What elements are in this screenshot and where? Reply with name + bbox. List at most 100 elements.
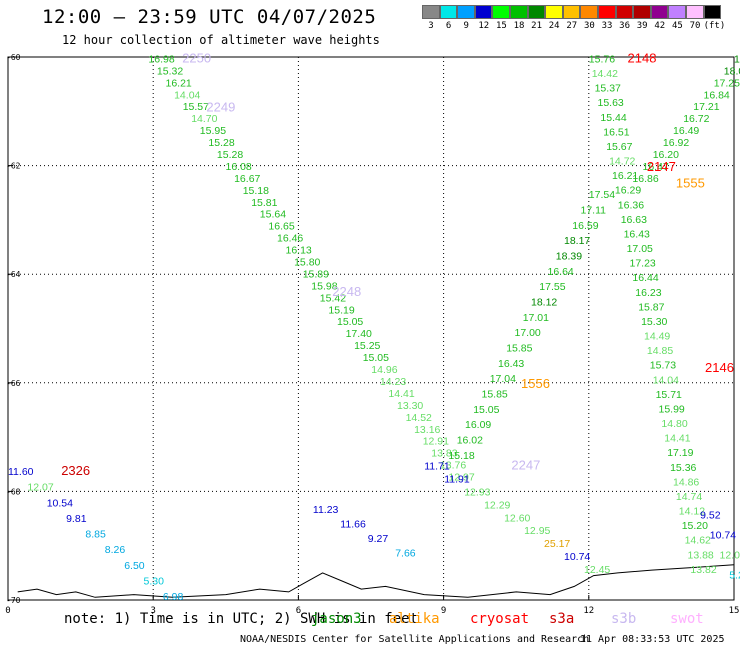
swh-value: 16.63 — [621, 214, 647, 226]
swh-value: 9.81 — [66, 513, 87, 525]
swh-value: 15.32 — [157, 65, 183, 77]
swh-value: 16.98 — [148, 53, 174, 65]
swh-value: 11.23 — [313, 504, 339, 516]
swh-value: 11.60 — [8, 466, 34, 478]
colorbar-label: 21 — [531, 21, 543, 31]
swh-value: 18.0 — [724, 65, 740, 77]
colorbar-label: 6 — [445, 21, 452, 31]
swh-value: 16.65 — [268, 221, 294, 233]
wave-height-colorbar — [422, 5, 722, 19]
swh-value: 15.73 — [650, 360, 676, 372]
colorbar-label: 15 — [495, 21, 507, 31]
y-tick-label: -62 — [6, 162, 21, 171]
legend-swot: swot — [670, 611, 704, 627]
swh-value: 15.19 — [328, 304, 354, 316]
y-tick-label: -68 — [6, 487, 21, 496]
swh-value: 15.99 — [659, 403, 685, 415]
swh-value: 15.87 — [638, 301, 664, 313]
swh-value: 14.80 — [661, 418, 687, 430]
coastline — [17, 564, 735, 598]
legend-s3b: s3b — [611, 611, 637, 627]
swh-value: 18.17 — [564, 235, 590, 247]
track-id-label: 1555 — [676, 175, 705, 190]
swh-value: 14.12 — [679, 506, 705, 518]
swh-value: 15.63 — [598, 97, 624, 109]
colorbar-label: 18 — [513, 21, 525, 31]
colorbar-label: 36 — [619, 21, 631, 31]
swh-value: 16.84 — [704, 89, 730, 101]
colorbar-swatch — [562, 5, 581, 19]
swh-value: 17.54 — [589, 189, 615, 201]
swh-value: 15.18 — [448, 450, 474, 462]
swh-value: 12.93 — [464, 487, 490, 499]
chart-subtitle: 12 hour collection of altimeter wave hei… — [62, 33, 380, 47]
swh-value: 14.41 — [664, 433, 690, 445]
swh-value: 16.09 — [465, 419, 491, 431]
colorbar-label: 24 — [548, 21, 560, 31]
legend-altika: altika — [389, 611, 440, 627]
swh-value: 16.29 — [615, 185, 641, 197]
track-id-label: 2147 — [647, 159, 676, 174]
colorbar-swatch — [703, 5, 722, 19]
swh-value: 18.12 — [531, 297, 557, 309]
colorbar-label: 9 — [463, 21, 469, 31]
colorbar-swatch — [633, 5, 651, 19]
footer-note: note: 1) Time is in UTC; 2) SWH is in fe… — [64, 611, 419, 627]
footer-date: 11 Apr 08:33:53 UTC 2025 — [580, 634, 725, 645]
swh-value: 25.17 — [544, 538, 570, 550]
swh-value: 17.21 — [693, 101, 719, 113]
swh-value: 16.21 — [166, 77, 192, 89]
swh-value: 15.64 — [260, 209, 286, 221]
swh-value: 8.26 — [105, 544, 126, 556]
swh-value: 14.23 — [380, 376, 406, 388]
swh-value: 17.00 — [515, 327, 541, 339]
swh-value: 15.85 — [506, 343, 532, 355]
swh-value: 14.41 — [388, 388, 414, 400]
swh-value: 16.44 — [632, 272, 658, 284]
swh-value: 17.23 — [630, 258, 656, 270]
swh-value: 11.71 — [424, 461, 450, 473]
colorbar-swatch — [474, 5, 493, 19]
swh-value: 14.70 — [191, 113, 217, 125]
swh-value: 16.59 — [572, 220, 598, 232]
swh-value: 15.98 — [311, 280, 337, 292]
swh-value: 16.02 — [457, 435, 483, 447]
colorbar-label: 39 — [636, 21, 648, 31]
swh-value: 15.80 — [294, 257, 320, 269]
colorbar-swatch — [492, 5, 510, 19]
swh-value: 15.37 — [595, 83, 621, 95]
swh-value: 17.01 — [523, 312, 549, 324]
swh-value: 15.18 — [243, 185, 269, 197]
track-id-label: 2148 — [628, 50, 657, 65]
swh-value: 15.81 — [251, 197, 277, 209]
colorbar-label: 12 — [478, 21, 490, 31]
swh-value: 12.97 — [448, 472, 474, 484]
swh-value: 14.42 — [592, 68, 618, 80]
swh-value: 5.28 — [729, 569, 740, 581]
track-id-label: 2247 — [511, 458, 540, 473]
track-id-label: 2248 — [332, 284, 361, 299]
colorbar-label: 42 — [654, 21, 666, 31]
swh-value: 15.95 — [200, 125, 226, 137]
swh-value: 12.91 — [423, 436, 449, 448]
swh-value: 17.55 — [539, 281, 565, 293]
swh-value: 14.85 — [647, 345, 673, 357]
track-id-label: 1556 — [521, 376, 550, 391]
swh-value: 17.19 — [667, 447, 693, 459]
legend-cryosat: cryosat — [470, 611, 530, 627]
colorbar-swatch — [545, 5, 563, 19]
colorbar-label: 30 — [583, 21, 595, 31]
swh-value: 16.20 — [653, 149, 679, 161]
swh-value: 16.23 — [635, 287, 661, 299]
track-id-label: 2249 — [206, 99, 235, 114]
swh-value: 18 — [734, 53, 740, 65]
swh-value: 13.76 — [440, 460, 466, 472]
swh-value: 15.89 — [303, 269, 329, 281]
colorbar-label: (ft) — [703, 21, 726, 31]
colorbar-swatch — [509, 5, 528, 19]
swh-value: 16.49 — [673, 125, 699, 137]
swh-value: 10.74 — [710, 530, 736, 542]
swh-value: 16.36 — [618, 199, 644, 211]
x-tick-label: 0 — [5, 606, 10, 616]
